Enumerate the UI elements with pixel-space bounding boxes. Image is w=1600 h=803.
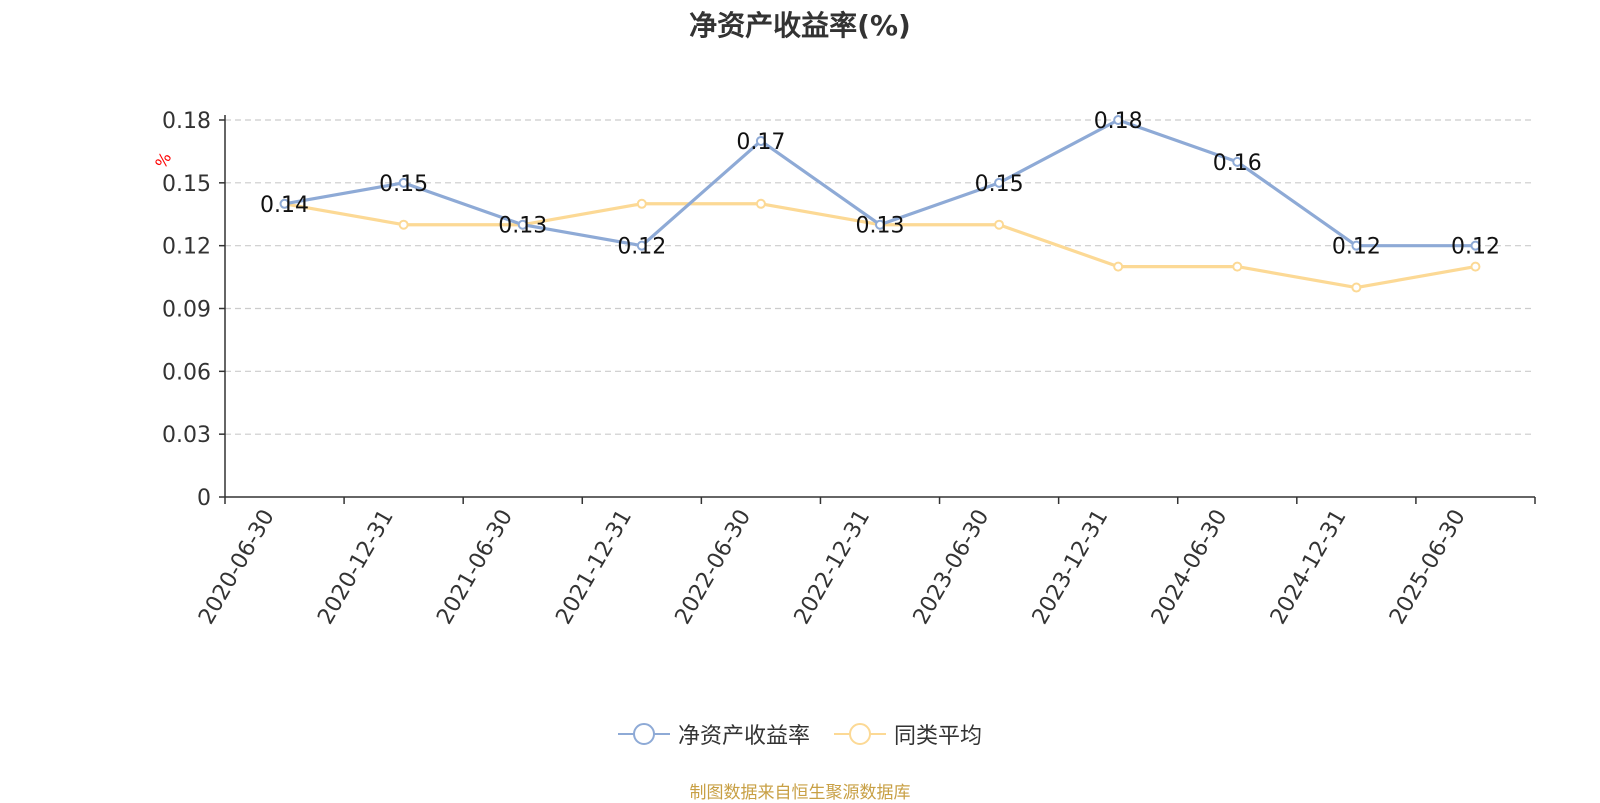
data-point-roe: [1351, 240, 1362, 251]
x-tick-label: 2021-12-31: [551, 506, 637, 629]
data-point-roe: [994, 177, 1005, 188]
data-label-roe: 0.13: [856, 214, 905, 239]
data-label-roe: 0.13: [498, 214, 547, 239]
x-tick-label: 2021-06-30: [432, 506, 518, 629]
x-tick-label: 2023-06-30: [909, 505, 995, 628]
data-point-peer-average: [1232, 261, 1243, 272]
y-tick-label: 0: [197, 486, 211, 511]
y-axis-unit-label: %: [151, 149, 175, 172]
data-point-peer-average: [398, 219, 409, 230]
data-point-roe: [755, 135, 766, 146]
legend-peer-marker: [834, 723, 886, 745]
y-tick-label: 0.06: [162, 360, 211, 385]
x-tick-label: 2020-06-30: [194, 506, 280, 629]
data-point-peer-average: [636, 198, 647, 209]
x-tick-label: 2020-12-31: [313, 506, 399, 629]
y-tick-label: 0.03: [162, 423, 211, 448]
y-tick-label: 0.09: [162, 298, 211, 323]
legend-item-peer-average[interactable]: 同类平均: [834, 718, 982, 750]
data-point-peer-average: [1113, 261, 1124, 272]
data-label-roe: 0.17: [736, 130, 785, 155]
data-point-roe: [636, 240, 647, 251]
data-point-roe: [279, 198, 290, 209]
data-point-peer-average: [1470, 261, 1481, 272]
y-tick-label: 0.18: [162, 109, 211, 134]
data-label-roe: 0.14: [260, 193, 309, 218]
data-point-roe: [517, 219, 528, 230]
data-label-roe: 0.15: [379, 172, 428, 197]
legend: 净资产收益率 同类平均: [0, 718, 1600, 750]
data-label-roe: 0.12: [617, 235, 666, 260]
data-point-roe: [1470, 240, 1481, 251]
data-label-roe: 0.12: [1332, 235, 1381, 260]
chart-title: 净资产收益率(%): [689, 9, 911, 42]
data-point-roe: [1113, 115, 1124, 125]
data-point-peer-average: [994, 219, 1005, 230]
data-point-roe: [875, 219, 885, 230]
data-point-roe: [398, 177, 409, 188]
legend-roe-marker: [617, 723, 670, 745]
x-tick-label: 2022-06-30: [671, 506, 757, 629]
data-point-peer-average: [1351, 282, 1362, 293]
data-label-roe: 0.18: [1094, 109, 1143, 134]
data-point-roe: [1232, 156, 1243, 167]
data-label-roe: 0.16: [1213, 151, 1262, 176]
x-tick-label: 2025-06-30: [1385, 506, 1471, 629]
legend-roe-label: 净资产收益率: [677, 724, 810, 749]
x-tick-label: 2024-12-31: [1266, 506, 1352, 629]
data-point-peer-average: [755, 198, 766, 209]
data-label-roe: 0.15: [975, 172, 1024, 197]
x-tick-label: 2022-12-31: [790, 506, 876, 629]
legend-peer-label: 同类平均: [894, 724, 983, 749]
x-tick-label: 2024-06-30: [1147, 506, 1233, 629]
y-tick-label: 0.12: [162, 235, 211, 260]
source-note: 制图数据来自恒生聚源数据库: [689, 783, 911, 803]
y-tick-label: 0.15: [162, 172, 211, 197]
data-label-roe: 0.12: [1451, 235, 1500, 260]
x-tick-label: 2023-12-31: [1028, 506, 1114, 629]
legend-item-roe[interactable]: 净资产收益率: [617, 718, 810, 750]
